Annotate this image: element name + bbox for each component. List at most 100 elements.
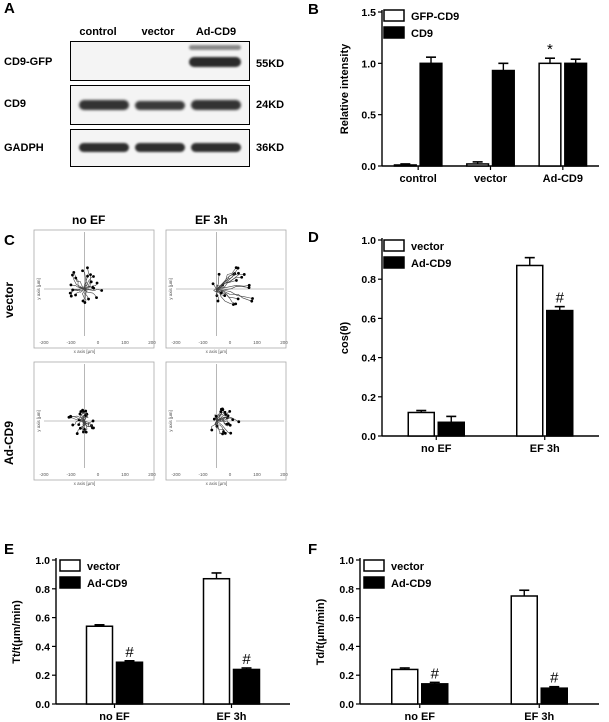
cell-track-endpoint xyxy=(89,273,92,277)
track-col-title-ef-3h: EF 3h xyxy=(195,213,228,227)
cell-track xyxy=(80,411,89,422)
track-tick-label: -200 xyxy=(171,340,181,345)
y-tick-label: 0.4 xyxy=(361,353,376,365)
cell-track-endpoint xyxy=(210,428,214,432)
legend-label: Ad-CD9 xyxy=(391,578,431,590)
cell-track-endpoint xyxy=(86,274,89,278)
x-tick-label: control xyxy=(400,173,437,185)
bar-vector xyxy=(202,577,231,705)
bar-GFP-CD9 xyxy=(466,163,490,167)
track-axis-label: x axis [µm] xyxy=(74,349,96,354)
cell-track-endpoint xyxy=(78,412,82,416)
cell-track-endpoint xyxy=(232,303,235,306)
cell-track xyxy=(84,287,94,291)
cell-track-endpoint xyxy=(91,419,95,423)
track-tick-label: 100 xyxy=(121,472,129,477)
panel-letter: D xyxy=(308,229,319,246)
cell-track-endpoint xyxy=(75,432,79,435)
y-axis-label: Tt/t(μm/min) xyxy=(11,600,23,664)
legend-label: CD9 xyxy=(411,28,433,40)
cell-track-endpoint xyxy=(240,275,244,279)
cell-track-endpoint xyxy=(91,285,95,289)
significance-marker: # xyxy=(550,670,559,687)
cell-track-endpoint xyxy=(228,423,232,427)
cell-track-endpoint xyxy=(95,296,98,300)
cell-track xyxy=(75,288,85,296)
track-tick-label: 100 xyxy=(121,340,129,345)
cell-track-endpoint xyxy=(235,279,238,282)
blot-band xyxy=(79,143,129,152)
track-tick-label: 0 xyxy=(229,340,232,345)
cell-track-endpoint xyxy=(211,282,215,286)
panel-letter: F xyxy=(308,541,317,558)
cell-track xyxy=(84,281,92,290)
cell-track-endpoint xyxy=(81,299,85,303)
cell-track-endpoint xyxy=(237,271,240,275)
bar-vector xyxy=(510,595,538,705)
cell-track-endpoint xyxy=(216,299,220,303)
chart-b: B 0.0 0.5 1.0 1.5 Relative intensity control ve… xyxy=(308,1,599,185)
bar-Ad-CD9 xyxy=(115,661,144,705)
cell-track-endpoint xyxy=(81,269,84,273)
cell-track-endpoint xyxy=(221,408,225,412)
bar-Ad-CD9 xyxy=(232,668,261,705)
y-tick-label: 1.0 xyxy=(361,58,376,70)
blot-row-label-gadph: GADPH xyxy=(4,142,44,154)
cell-track xyxy=(216,417,233,422)
y-tick-label: 0.6 xyxy=(339,613,354,625)
x-tick-label: vector xyxy=(474,173,508,185)
y-tick-label: 0.5 xyxy=(361,110,376,122)
cell-track-endpoint xyxy=(221,432,225,436)
cell-track-endpoint xyxy=(71,288,75,292)
cell-track-endpoint xyxy=(247,286,251,290)
cell-track-endpoint xyxy=(74,293,77,297)
track-tick-label: 200 xyxy=(148,472,156,477)
x-tick-label: no EF xyxy=(421,443,452,455)
cell-track xyxy=(216,280,237,290)
legend-swatch xyxy=(383,9,405,22)
y-tick-label: 0.8 xyxy=(361,274,376,286)
cell-track-endpoint xyxy=(219,410,223,414)
cell-track-endpoint xyxy=(90,424,93,427)
track-tick-label: -100 xyxy=(198,472,208,477)
y-tick-label: 0.2 xyxy=(35,670,50,682)
cell-track xyxy=(216,409,225,422)
track-plots: -200 -100 0 100 200 x axis [µm] y axis [µm] -20… xyxy=(33,229,288,486)
y-tick-label: 0.4 xyxy=(35,641,50,653)
cell-track-endpoint xyxy=(72,271,76,274)
legend-label: vector xyxy=(391,561,425,573)
blot-band xyxy=(79,100,129,110)
legend-label: GFP-CD9 xyxy=(411,11,459,23)
bar-vector xyxy=(516,264,544,437)
cell-track-endpoint xyxy=(212,417,216,421)
x-tick-label: no EF xyxy=(99,711,130,722)
blot-strip-cd9 xyxy=(70,85,250,125)
bar-Ad-CD9 xyxy=(421,683,449,705)
cell-track xyxy=(216,420,231,434)
cell-track xyxy=(71,288,85,297)
cell-track-endpoint xyxy=(83,427,86,431)
cell-track xyxy=(72,418,85,426)
blot-kd-24: 24KD xyxy=(256,99,285,111)
cell-track xyxy=(82,270,87,290)
cell-track-endpoint xyxy=(100,289,104,292)
cell-track-endpoint xyxy=(234,266,238,270)
y-tick-label: 0.6 xyxy=(361,313,376,325)
significance-marker: # xyxy=(431,665,440,682)
cell-track-endpoint xyxy=(86,266,89,270)
chart-d: D 0.0 0.2 0.4 0.6 0.8 1.0 cos(θ) no EF EF 3h # vect… xyxy=(308,229,599,455)
cell-track xyxy=(216,267,237,290)
cell-track xyxy=(73,272,85,290)
track-axis-label: y axis [µm] xyxy=(36,278,41,300)
significance-marker: # xyxy=(556,290,565,307)
cell-track-endpoint xyxy=(83,301,87,304)
cell-track xyxy=(216,284,250,290)
y-tick-label: 0.2 xyxy=(339,670,354,682)
y-tick-label: 1.0 xyxy=(339,555,354,567)
track-axis-label: x axis [µm] xyxy=(74,481,96,486)
blot-kd-55: 55KD xyxy=(256,58,285,70)
cell-track-endpoint xyxy=(237,420,241,424)
bar-Ad-CD9 xyxy=(540,687,568,705)
cell-track-endpoint xyxy=(251,297,254,300)
cell-track-endpoint xyxy=(228,409,232,413)
